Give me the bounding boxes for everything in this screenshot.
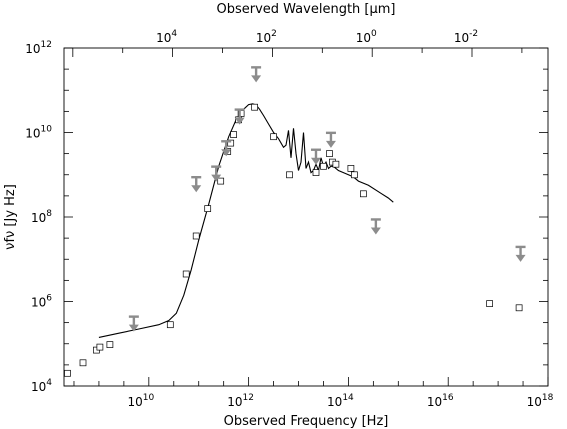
upper-limit-arrow	[310, 148, 321, 165]
axis-ticks	[64, 47, 549, 387]
upper-limit-arrow	[370, 218, 381, 235]
x-tick-label: 1016	[427, 393, 454, 409]
detection-point	[360, 190, 367, 198]
detection-point	[347, 165, 355, 172]
detection-point	[486, 300, 493, 307]
top-axis-label: Observed Wavelength [μm]	[216, 2, 395, 17]
y-tick-label: 1012	[25, 40, 52, 56]
upper-limit-arrow	[325, 131, 336, 148]
detection-point	[251, 103, 258, 111]
upper-limit-arrow	[128, 315, 139, 332]
upper-limit-arrow	[251, 66, 262, 83]
detection-point	[320, 162, 327, 170]
plot-frame	[63, 47, 549, 387]
detection-point	[332, 160, 340, 168]
upper-limit-arrow	[234, 108, 245, 125]
x-tick-label: 1018	[527, 393, 554, 409]
detection-point	[106, 341, 114, 348]
detection-point	[64, 369, 71, 377]
top-tick-label: 100	[356, 29, 377, 45]
y-tick-label: 1010	[25, 125, 52, 141]
detection-point	[79, 359, 87, 367]
y-tick-label: 106	[31, 294, 52, 310]
top-tick-label: 10-2	[454, 29, 478, 45]
detection-point	[312, 169, 320, 176]
y-axis-label: νfν [Jy Hz]	[3, 184, 18, 250]
upper-limit-arrow	[191, 175, 202, 193]
x-tick-label: 1014	[327, 393, 354, 409]
upper-limit-arrow	[515, 245, 526, 262]
detection-point	[270, 133, 277, 141]
detection-point	[230, 131, 237, 138]
x-tick-label: 1010	[127, 393, 154, 409]
detection-point	[515, 304, 523, 312]
top-tick-label: 102	[256, 29, 277, 45]
axis-tick-labels: 1010 1012 1014 1016 1018 104 106 108 1010 1012 104…	[25, 29, 553, 409]
chart-marks	[64, 66, 526, 377]
detection-point	[182, 270, 190, 278]
detection-point	[192, 232, 200, 240]
x-axis-label: Observed Frequency [Hz]	[224, 414, 389, 429]
upper-limit-arrow	[221, 140, 232, 157]
detection-point	[286, 171, 293, 179]
detection-point	[96, 343, 104, 351]
detection-point	[166, 321, 174, 329]
y-tick-label: 108	[31, 209, 52, 225]
model-curve	[98, 103, 394, 338]
y-tick-label: 104	[31, 378, 52, 394]
detection-point	[326, 150, 333, 157]
detection-point	[351, 171, 358, 179]
detection-point	[204, 205, 212, 212]
detection-point	[217, 177, 225, 185]
upper-limit-arrow	[211, 165, 222, 182]
x-tick-label: 1012	[227, 393, 254, 409]
top-tick-label: 104	[156, 29, 177, 45]
